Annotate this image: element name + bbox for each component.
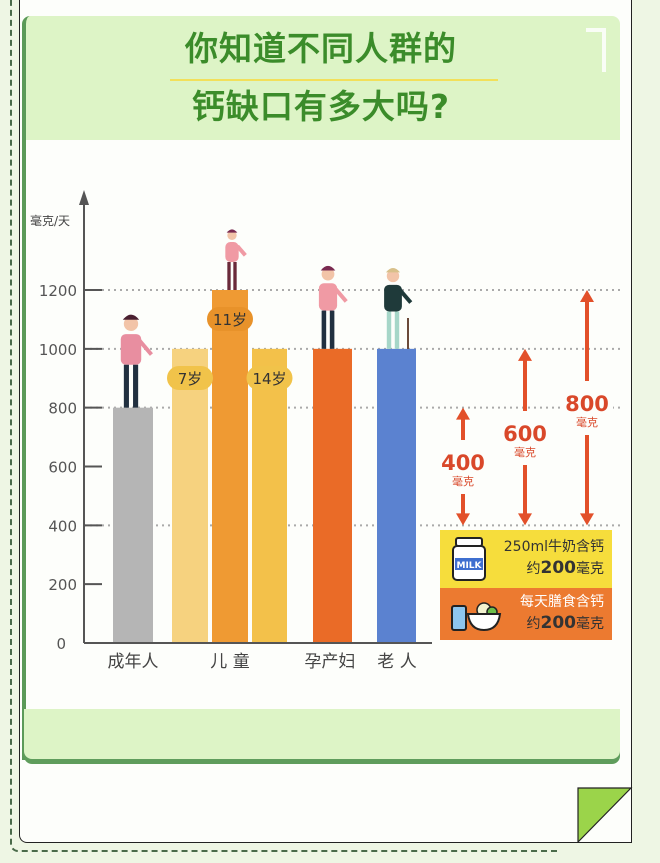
- milk-carton-icon: MILK: [452, 537, 486, 581]
- svg-text:MILK: MILK: [456, 561, 482, 571]
- y-tick-label: 0: [56, 635, 66, 653]
- gap-value: 600: [503, 422, 547, 446]
- gap-unit: 毫克: [514, 445, 536, 459]
- y-tick-label: 200: [48, 576, 77, 594]
- milk-supply-box: MILK 250ml牛奶含钙 约200毫克: [440, 530, 612, 588]
- age-label: 11岁: [213, 311, 247, 329]
- bar: [113, 407, 153, 643]
- header-banner: [22, 16, 620, 140]
- diet-supply-box: 每天膳食含钙 约200毫克: [440, 588, 612, 640]
- category-label: 老 人: [377, 652, 416, 672]
- person-figure-icon: [120, 314, 153, 408]
- title-line-1: 你知道不同人群的: [185, 29, 457, 68]
- category-label: 成年人: [108, 652, 159, 672]
- arrow-up-icon: [580, 290, 594, 302]
- y-axis-label: 毫克/天: [30, 213, 70, 228]
- bar: [313, 348, 352, 643]
- gap-unit: 毫克: [452, 474, 474, 488]
- bar: [172, 348, 208, 643]
- diet-supply-text: 每天膳食含钙: [520, 594, 604, 610]
- milk-supply-text: 250ml牛奶含钙: [503, 539, 604, 555]
- arrow-up-icon: [456, 407, 470, 420]
- left-accent: [22, 140, 26, 760]
- person-figure-icon: [318, 265, 348, 349]
- gap-label-bg: [561, 389, 613, 433]
- corner-bracket-icon: [586, 28, 606, 72]
- y-tick-label: 600: [48, 459, 77, 477]
- food-bowl-icon: [451, 602, 502, 632]
- person-figure-icon: [384, 267, 413, 349]
- footer-band: [24, 709, 620, 759]
- age-badge: [207, 307, 253, 331]
- y-tick-label: 400: [48, 517, 77, 535]
- category-label: 孕产妇: [305, 652, 356, 672]
- gap-value: 800: [565, 392, 609, 416]
- arrow-down-icon: [580, 513, 594, 526]
- bar: [252, 348, 287, 643]
- y-tick-label: 800: [48, 400, 77, 418]
- person-figure-icon: [225, 229, 247, 290]
- age-label: 14岁: [252, 370, 286, 388]
- age-badge: [246, 366, 293, 390]
- title-divider: [170, 79, 498, 81]
- gap-label-bg: [437, 448, 489, 492]
- bar: [377, 348, 416, 643]
- age-label: 7岁: [178, 370, 203, 388]
- gap-unit: 毫克: [576, 415, 598, 429]
- arrow-up-icon: [518, 348, 532, 361]
- age-badge: [167, 366, 213, 390]
- arrow-down-icon: [518, 513, 532, 526]
- y-tick-label: 1200: [39, 282, 77, 300]
- dashed-border: [10, 0, 560, 852]
- y-tick-label: 1000: [39, 341, 77, 359]
- arrow-down-icon: [456, 513, 470, 526]
- title-line-2: 钙缺口有多大吗?: [191, 87, 451, 126]
- gap-label-bg: [499, 419, 551, 463]
- bar: [212, 290, 248, 643]
- category-label: 儿 童: [210, 652, 249, 672]
- gap-value: 400: [441, 451, 485, 475]
- y-axis-arrow-icon: [79, 190, 89, 205]
- folded-corner: [577, 787, 633, 843]
